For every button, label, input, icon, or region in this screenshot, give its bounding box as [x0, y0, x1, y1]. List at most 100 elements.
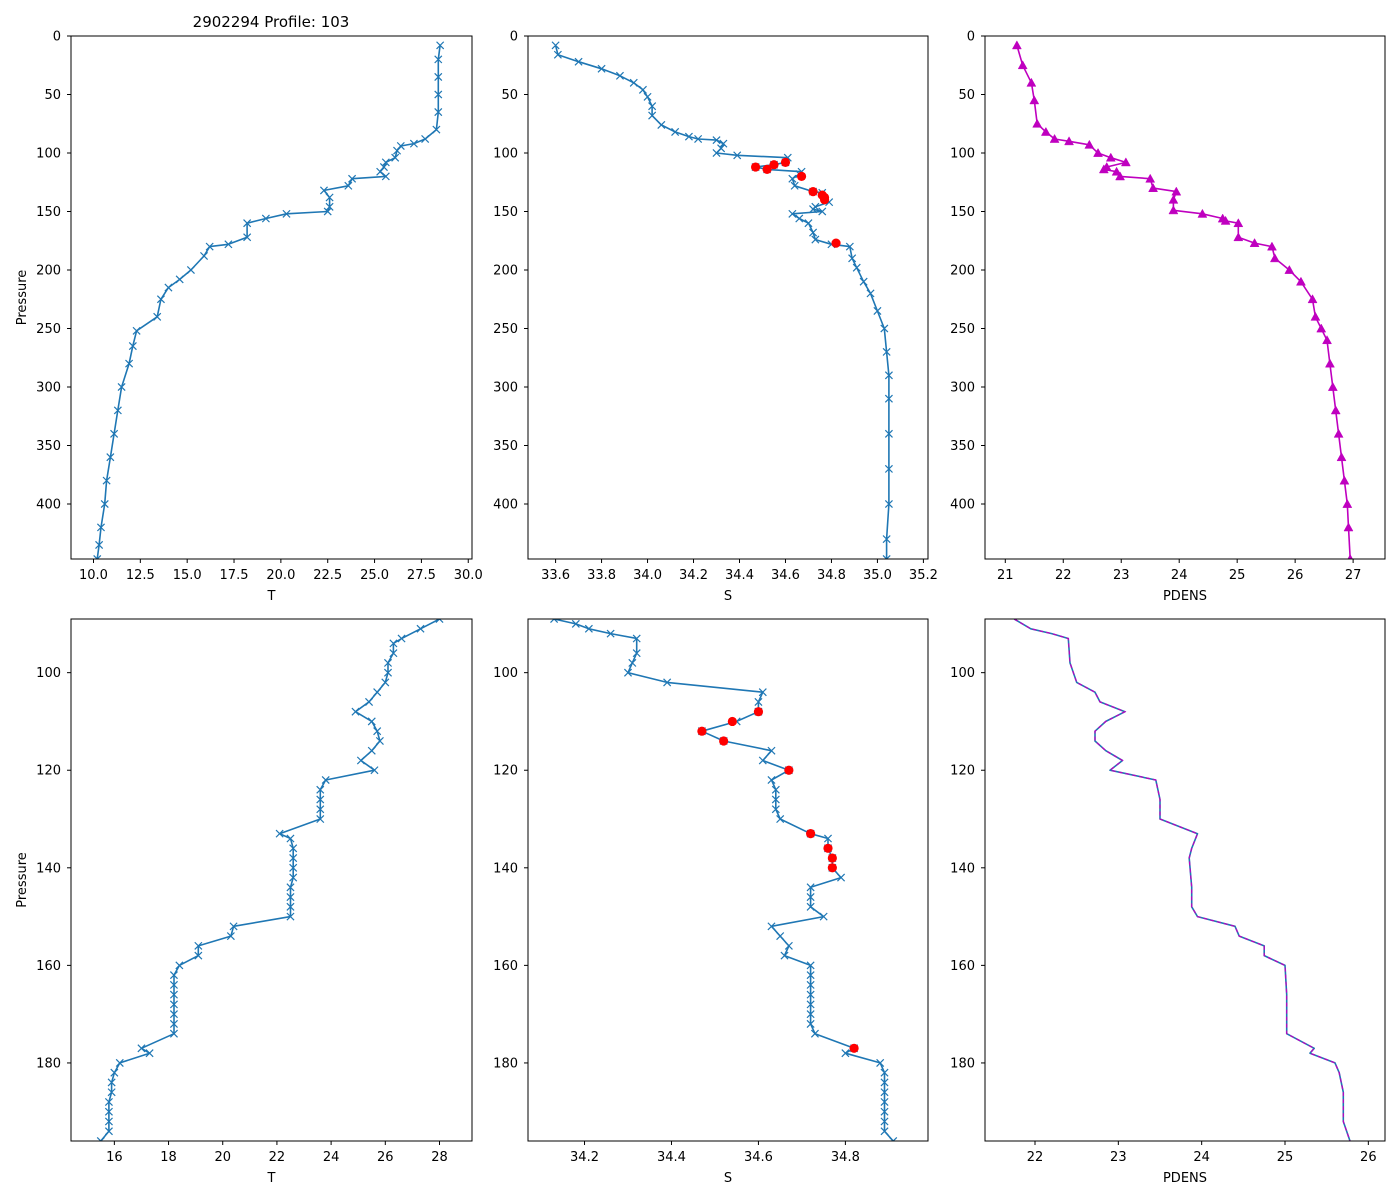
series-line-s [554, 45, 890, 559]
flagged-point [697, 726, 707, 736]
data-point-x-marker [323, 207, 332, 216]
data-point-triangle-marker [1333, 428, 1344, 438]
data-point-x-marker [784, 941, 793, 950]
plot-area [96, 619, 444, 1141]
data-point-x-marker [286, 893, 295, 902]
axes-frame [527, 35, 929, 560]
flagged-point [806, 829, 816, 839]
y-tick-label: 150 [950, 205, 975, 220]
data-point-x-marker [286, 912, 295, 921]
data-point-x-marker [153, 312, 162, 321]
y-tick-label: 100 [950, 147, 975, 162]
data-point-x-marker [806, 893, 815, 902]
data-point-triangle-marker [1111, 166, 1122, 176]
data-point-x-marker [889, 1136, 898, 1141]
data-point-triangle-marker [1017, 60, 1028, 70]
x-tick-label: 27.5 [407, 568, 436, 583]
data-point-x-marker [243, 233, 252, 242]
data-point-x-marker [571, 619, 580, 628]
data-point-x-marker [806, 1000, 815, 1009]
data-point-x-marker [880, 1078, 889, 1087]
data-point-x-marker [733, 151, 742, 160]
data-point-x-marker [348, 174, 357, 183]
y-tick-label: 350 [36, 439, 61, 454]
y-tick-label: 140 [493, 861, 518, 876]
data-point-x-marker [671, 127, 680, 136]
x-tick-label: 34.6 [744, 1150, 773, 1165]
data-point-x-marker [880, 1107, 889, 1116]
data-point-x-marker [110, 1068, 119, 1077]
y-tick-label: 100 [493, 147, 518, 162]
axes-frame [527, 618, 929, 1142]
x-tick-label: 27 [1345, 568, 1362, 583]
data-point-x-marker [584, 624, 593, 633]
data-point-x-marker [186, 265, 195, 275]
y-tick-label: 350 [950, 439, 975, 454]
data-point-triangle-marker [1342, 498, 1353, 508]
data-point-x-marker [809, 205, 818, 214]
x-tick-label: 10.0 [79, 568, 108, 583]
y-tick-label: 100 [493, 666, 518, 681]
data-point-x-marker [884, 499, 893, 509]
y-tick-label: 0 [510, 30, 518, 45]
flagged-point [762, 164, 772, 174]
data-point-triangle-marker [1233, 232, 1244, 242]
x-tick-label: 24 [1171, 568, 1188, 583]
series-line-dashed-overlay [1013, 619, 1351, 1141]
data-point-x-marker [882, 347, 891, 356]
data-point-triangle-marker [1084, 139, 1095, 149]
data-point-x-marker [128, 342, 137, 351]
data-point-x-marker [421, 134, 430, 143]
data-point-triangle-marker [1168, 194, 1179, 204]
data-point-triangle-marker [1269, 253, 1280, 263]
data-point-triangle-marker [1168, 205, 1179, 215]
y-tick-label: 200 [493, 264, 518, 279]
data-point-x-marker [648, 111, 657, 120]
data-point-triangle-marker [1064, 136, 1074, 146]
y-tick-label: 400 [493, 498, 518, 513]
y-tick-label: 200 [36, 264, 61, 279]
data-point-triangle-marker [1307, 294, 1318, 304]
data-point-x-marker [880, 1068, 889, 1077]
data-point-x-marker [169, 1000, 178, 1009]
panel-t_full: 10.0 12.5 15.0 17.5 20.0 22.5 25.0 27.5 30.0 0 50 1… [15, 30, 483, 605]
flagged-point [819, 195, 830, 205]
y-tick-label: 0 [53, 30, 61, 45]
data-point-x-marker [325, 202, 334, 211]
x-tick-label: 34.8 [831, 1150, 860, 1165]
data-point-x-marker [574, 57, 583, 66]
data-point-triangle-marker [1267, 241, 1277, 251]
y-tick-label: 180 [36, 1056, 61, 1071]
data-point-x-marker [845, 242, 854, 251]
y-tick-label: 400 [36, 498, 61, 513]
data-point-x-marker [391, 153, 400, 162]
data-point-x-marker [370, 766, 379, 775]
x-tick-label: 34.6 [771, 568, 800, 583]
y-tick-label: 200 [950, 264, 975, 279]
data-point-x-marker [104, 1127, 113, 1136]
data-point-x-marker [859, 277, 868, 286]
y-tick-label: 50 [501, 88, 518, 103]
data-point-x-marker [367, 717, 376, 726]
data-point-x-marker [788, 209, 797, 218]
y-tick-label: 0 [967, 30, 975, 45]
data-point-x-marker [106, 453, 115, 462]
data-point-x-marker [396, 141, 405, 151]
data-point-x-marker [113, 406, 122, 415]
panel-t_zoom: 16 18 20 22 24 26 28 100 120 140 160 180 T Pressure [15, 618, 473, 1186]
data-point-triangle-marker [1310, 311, 1321, 321]
data-point-triangle-marker [1284, 264, 1295, 274]
series-line-t [100, 619, 440, 1141]
data-point-x-marker [623, 668, 633, 677]
data-point-x-marker [884, 464, 893, 473]
data-point-x-marker [788, 174, 797, 183]
series-line-pdens [1016, 45, 1351, 559]
data-point-x-marker [810, 1029, 819, 1038]
plot-area [1011, 40, 1354, 559]
data-point-triangle-marker [1011, 40, 1022, 50]
data-point-x-marker [884, 429, 893, 438]
data-point-x-marker [373, 688, 382, 697]
data-point-triangle-marker [1026, 77, 1037, 87]
data-point-triangle-marker [1040, 126, 1051, 136]
data-point-x-marker [771, 805, 780, 814]
